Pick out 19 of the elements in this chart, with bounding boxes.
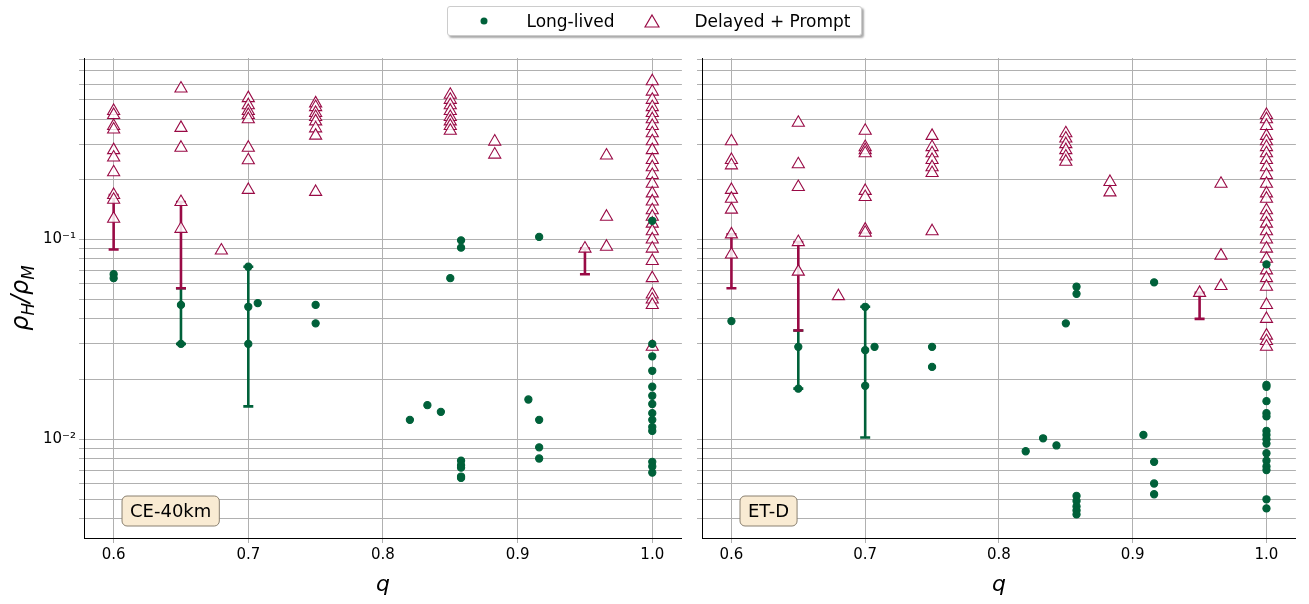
x-axis-title: q xyxy=(991,570,1006,596)
x-tick-label: 0.9 xyxy=(1120,544,1145,563)
y-tick-label: 10⁻² xyxy=(42,429,77,448)
x-tick-label: 0.7 xyxy=(853,544,878,563)
legend-label: Delayed + Prompt xyxy=(694,11,851,31)
annotation: CE-40km xyxy=(130,499,212,521)
legend-label: Long-lived xyxy=(526,11,615,31)
annotation: ET-D xyxy=(748,499,790,521)
y-axis-title: ρH/ρM xyxy=(6,264,38,331)
x-tick-label: 1.0 xyxy=(640,544,665,563)
x-tick-label: 0.8 xyxy=(371,544,395,563)
y-tick-label: 10⁻¹ xyxy=(42,229,77,248)
x-tick-label: 1.0 xyxy=(1254,544,1279,563)
x-tick-label: 0.6 xyxy=(719,544,744,563)
x-tick-label: 0.7 xyxy=(236,544,261,563)
x-tick-label: 0.9 xyxy=(505,544,530,563)
x-tick-label: 0.8 xyxy=(987,544,1011,563)
x-axis-title: q xyxy=(375,570,390,596)
x-tick-label: 0.6 xyxy=(101,544,126,563)
